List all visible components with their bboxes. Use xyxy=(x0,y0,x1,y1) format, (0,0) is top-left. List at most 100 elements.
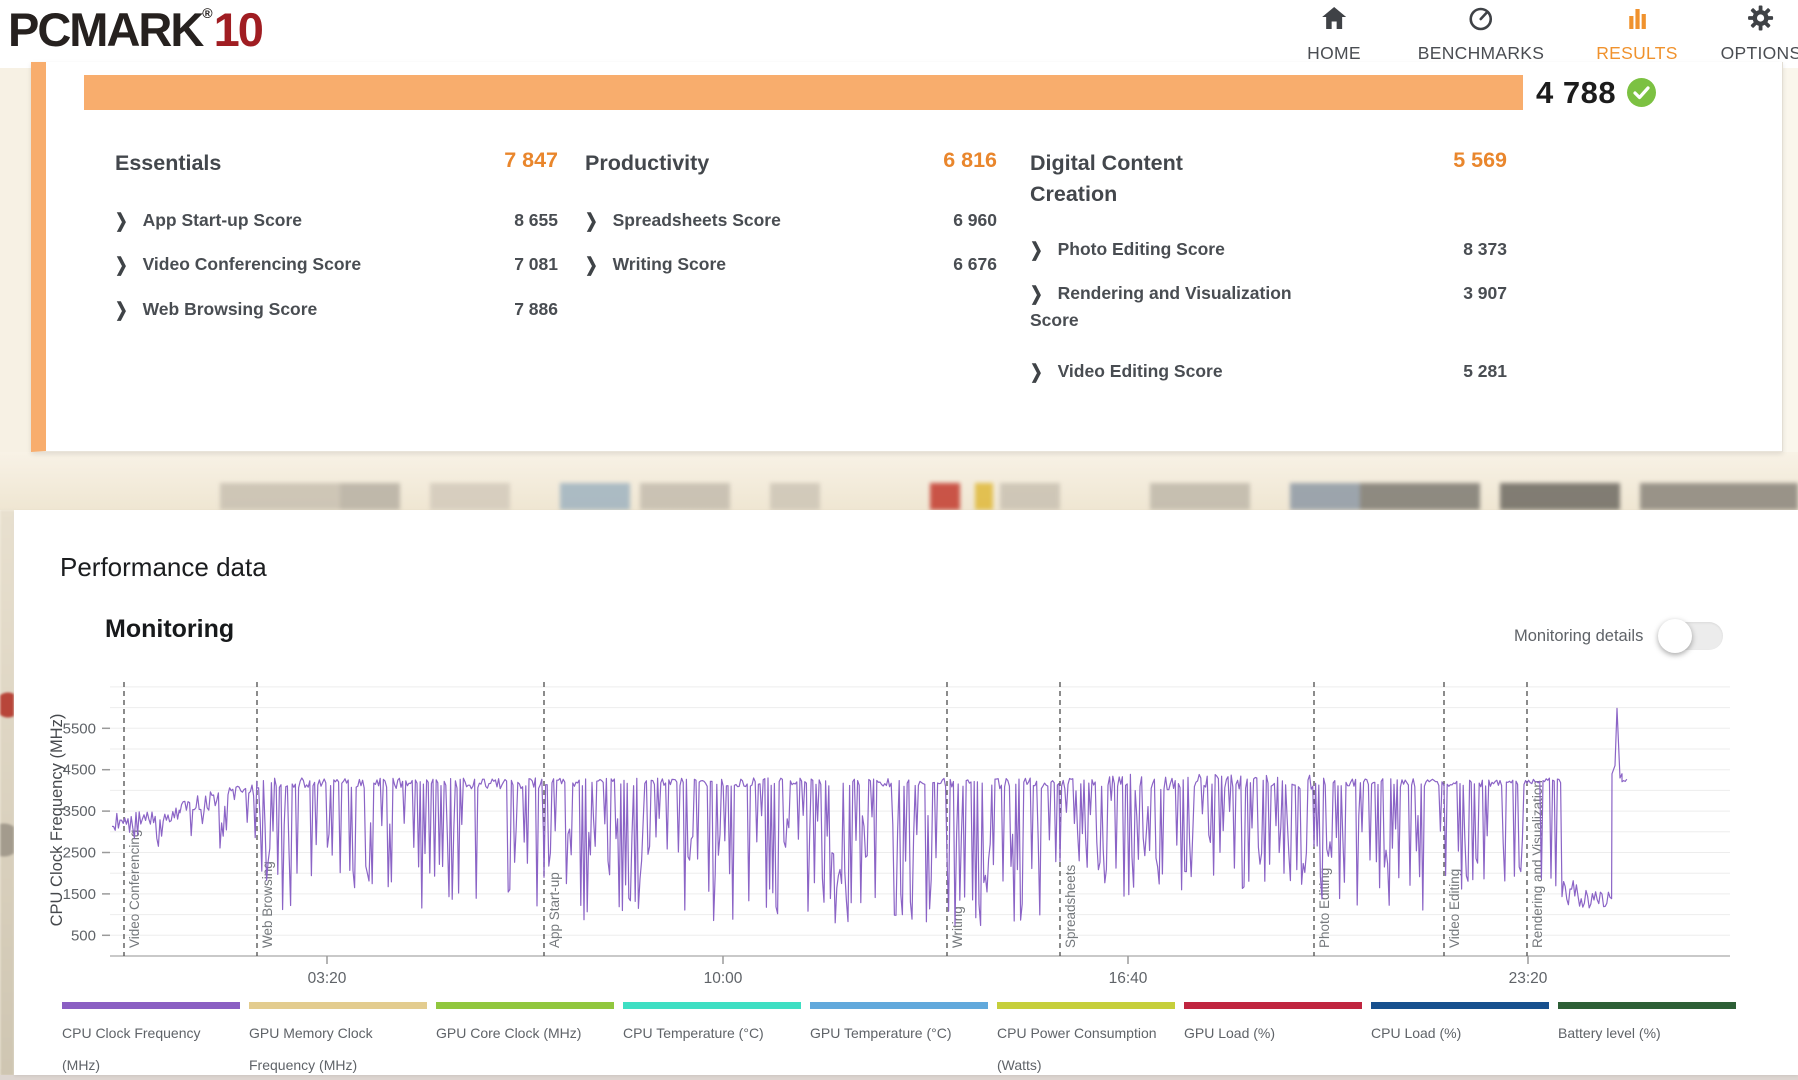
nav-label-benchmarks: BENCHMARKS xyxy=(1417,43,1545,63)
svg-text:03:20: 03:20 xyxy=(308,970,347,987)
legend-color-bar xyxy=(1184,1002,1362,1009)
nav-item-benchmarks[interactable]: BENCHMARKS xyxy=(1418,4,1545,64)
svg-text:Video Editing: Video Editing xyxy=(1447,869,1462,948)
monitoring-chart: 500 1500 2500 3500 4500 5500 CPU Clock Frequen… xyxy=(0,660,1798,1005)
group-title-productivity: Productivity xyxy=(585,151,710,175)
toggle-knob xyxy=(1658,619,1693,653)
legend-label: GPU Temperature (°C) xyxy=(810,1025,952,1041)
legend-item[interactable]: CPU Power Consumption (Watts) xyxy=(997,1002,1175,1080)
legend-label: CPU Temperature (°C) xyxy=(623,1025,764,1041)
score-value: 5 281 xyxy=(1463,361,1507,381)
legend-color-bar xyxy=(62,1002,240,1009)
legend-color-bar xyxy=(1371,1002,1549,1009)
group-title-essentials: Essentials xyxy=(115,151,222,175)
logo-number: 10 xyxy=(213,3,264,56)
chevron-right-icon: ❯ xyxy=(585,254,598,277)
chevron-right-icon: ❯ xyxy=(1030,361,1043,384)
score-label: Video Editing Score xyxy=(1057,361,1223,381)
chart-legend: CPU Clock Frequency (MHz) GPU Memory Cloc… xyxy=(62,1002,1736,1080)
chevron-right-icon: ❯ xyxy=(115,254,128,277)
home-icon xyxy=(1320,4,1348,32)
score-row-photo-editing[interactable]: ❯ Photo Editing Score 8 373 xyxy=(1030,236,1507,263)
x-axis-ticks: 03:20 10:00 16:40 23:20 xyxy=(308,956,1548,987)
check-icon xyxy=(1626,77,1657,108)
monitoring-details-toggle[interactable] xyxy=(1658,619,1724,653)
legend-item[interactable]: GPU Temperature (°C) xyxy=(810,1002,988,1080)
svg-text:Spreadsheets: Spreadsheets xyxy=(1063,864,1078,948)
score-row-web-browsing[interactable]: ❯ Web Browsing Score 7 886 xyxy=(115,296,558,323)
svg-text:2500: 2500 xyxy=(63,845,96,862)
nav-item-home[interactable]: HOME xyxy=(1307,4,1361,64)
svg-text:Photo Editing: Photo Editing xyxy=(1317,868,1332,948)
score-row-video-editing[interactable]: ❯ Video Editing Score 5 281 xyxy=(1030,358,1507,385)
svg-text:1500: 1500 xyxy=(63,886,96,903)
bottom-edge-strip xyxy=(0,1075,1798,1080)
group-score-essentials: 7 847 xyxy=(504,148,558,172)
score-row-writing[interactable]: ❯ Writing Score 6 676 xyxy=(585,251,997,278)
background-photo-left xyxy=(0,510,14,1076)
score-value: 7 886 xyxy=(514,299,558,319)
overall-score-value: 4 788 xyxy=(1536,74,1617,110)
score-row-rendering-visualization[interactable]: ❯ Rendering and Visualization Score 3 907 xyxy=(1030,280,1507,334)
legend-item[interactable]: GPU Load (%) xyxy=(1184,1002,1362,1080)
score-row-spreadsheets[interactable]: ❯ Spreadsheets Score 6 960 xyxy=(585,207,997,234)
chevron-right-icon: ❯ xyxy=(1030,239,1043,262)
legend-color-bar xyxy=(1558,1002,1736,1009)
svg-text:Rendering and Visualization: Rendering and Visualization xyxy=(1530,780,1545,948)
score-value: 6 676 xyxy=(953,254,997,274)
legend-item[interactable]: Battery level (%) xyxy=(1558,1002,1736,1080)
legend-item[interactable]: CPU Clock Frequency (MHz) xyxy=(62,1002,240,1080)
app-header: PCMARK®10 HOME BENCHMARKS RESULTS xyxy=(0,0,1798,68)
svg-text:Web Browsing: Web Browsing xyxy=(260,861,275,948)
svg-text:Writing: Writing xyxy=(950,906,965,948)
legend-item[interactable]: CPU Temperature (°C) xyxy=(623,1002,801,1080)
monitoring-title: Monitoring xyxy=(105,615,235,643)
chevron-right-icon: ❯ xyxy=(585,210,598,233)
score-label: Video Conferencing Score xyxy=(142,254,362,274)
score-label: Rendering and Visualization Score xyxy=(1030,283,1292,331)
nav-label-results: RESULTS xyxy=(1596,43,1678,63)
legend-label: CPU Clock Frequency (MHz) xyxy=(62,1025,201,1073)
legend-label: CPU Load (%) xyxy=(1371,1025,1462,1041)
nav-item-results[interactable]: RESULTS xyxy=(1596,4,1678,64)
performance-data-title: Performance data xyxy=(60,552,267,582)
nav-label-options: OPTIONS xyxy=(1720,43,1798,63)
performance-data-panel: Performance data Monitoring Monitoring d… xyxy=(14,510,1798,1075)
group-score-productivity: 6 816 xyxy=(943,148,997,172)
score-row-app-start-up[interactable]: ❯ App Start-up Score 8 655 xyxy=(115,207,558,234)
y-axis-ticks: 500 1500 2500 3500 4500 5500 xyxy=(63,720,110,944)
chevron-right-icon: ❯ xyxy=(115,299,128,322)
legend-label: CPU Power Consumption (Watts) xyxy=(997,1025,1157,1073)
score-value: 8 655 xyxy=(514,210,558,230)
background-photo-strip xyxy=(0,452,1798,510)
svg-text:3500: 3500 xyxy=(63,803,96,820)
chart-gridlines xyxy=(110,686,1730,936)
legend-label: GPU Core Clock (MHz) xyxy=(436,1025,582,1041)
legend-color-bar xyxy=(810,1002,988,1009)
svg-text:App Start-up: App Start-up xyxy=(547,872,562,948)
legend-item[interactable]: CPU Load (%) xyxy=(1371,1002,1549,1080)
nav-item-options[interactable]: OPTIONS xyxy=(1721,4,1798,64)
cpu-clock-frequency-series xyxy=(111,707,1628,927)
chevron-right-icon: ❯ xyxy=(115,210,128,233)
score-value: 6 960 xyxy=(953,210,997,230)
legend-item[interactable]: GPU Core Clock (MHz) xyxy=(436,1002,614,1080)
svg-text:23:20: 23:20 xyxy=(1509,970,1548,987)
score-label: Spreadsheets Score xyxy=(612,210,781,230)
bar-chart-icon xyxy=(1623,4,1651,32)
results-card: 4 788 Essentials 7 847 ❯ App Start-up Sco… xyxy=(31,62,1783,452)
score-label: Writing Score xyxy=(612,254,727,274)
group-title-digital-content-creation: Digital Content Creation xyxy=(1030,151,1183,207)
page-gutter-left xyxy=(0,68,31,452)
logo-text: PCMARK xyxy=(8,3,204,56)
legend-color-bar xyxy=(997,1002,1175,1009)
nav-label-home: HOME xyxy=(1307,43,1361,63)
legend-item[interactable]: GPU Memory Clock Frequency (MHz) xyxy=(249,1002,427,1080)
page-gutter-right xyxy=(1783,68,1798,452)
logo-registered-mark: ® xyxy=(202,5,213,21)
score-value: 3 907 xyxy=(1463,283,1507,303)
score-row-video-conferencing[interactable]: ❯ Video Conferencing Score 7 081 xyxy=(115,251,558,278)
pcmark-logo: PCMARK®10 xyxy=(8,2,264,57)
legend-color-bar xyxy=(623,1002,801,1009)
legend-color-bar xyxy=(249,1002,427,1009)
